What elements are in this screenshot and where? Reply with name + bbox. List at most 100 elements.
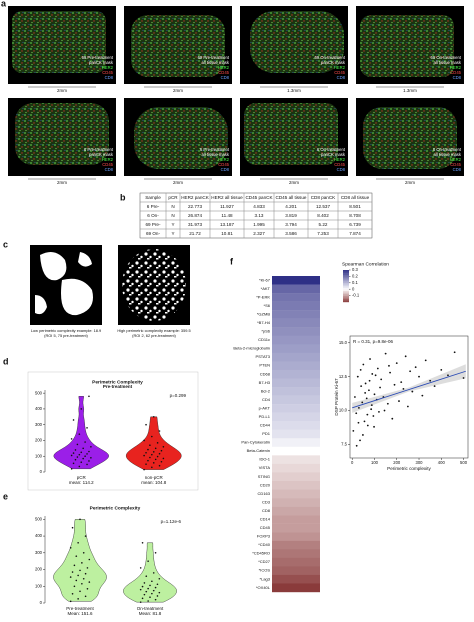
scale-label: 2mm [173,88,183,93]
table-header: CD45 all tissue [276,195,307,200]
scatter-point [373,425,375,428]
table-cell-text: 3.13 [255,213,264,218]
colorbar-step [343,278,349,280]
micrograph-tissue [134,107,228,169]
scatter-point [462,377,465,379]
y-tick-label: 200 [35,567,43,572]
data-point [79,518,81,521]
table-cell [337,228,373,239]
heatmap-cell [272,404,320,413]
channel-label: HER2 [450,65,462,70]
group-name: On-treatment [137,606,164,611]
data-point [143,593,146,596]
panel-label: d [3,356,9,366]
chart-title: Perimetric Complexity [90,505,141,511]
data-point [72,462,75,465]
data-point [147,587,149,590]
data-point [88,581,91,583]
heatmap-cell [272,310,320,319]
data-point [84,595,87,598]
heatmap-cell [272,344,320,354]
table-cell-text: 3.586 [285,231,297,236]
colorbar-label: -0.1 [352,293,360,298]
table-cell-text: N [171,204,174,209]
scatter-point [378,411,380,413]
table-header: CD45 panCK [245,195,273,200]
scatter-point [418,375,420,378]
colorbar-step [343,287,349,290]
channel-label: HER2 [102,65,114,70]
scatter-point [406,405,409,408]
data-point [158,591,161,594]
heatmap-cell [272,540,320,550]
image-title: 69 Pre-treatment [82,55,114,60]
heatmap-row-label: PTEN [259,363,270,368]
table-cell-text: 6.739 [349,222,361,227]
heatmap-row-label: IDO-1 [259,457,270,462]
data-point [79,569,81,572]
data-point [88,450,90,453]
p-value: p=0.299 [170,393,187,398]
y-tick-label: 100 [35,583,43,588]
scatter-point [364,382,367,385]
scatter-point [376,367,379,370]
data-point [81,562,83,564]
scatter-point [363,420,366,423]
data-point [77,574,79,577]
data-point [152,451,155,453]
data-point [86,453,88,455]
heatmap-cell [272,293,320,302]
heatmap-cell [272,421,320,430]
heatmap-row-label: p-AKT [259,405,271,410]
data-point [147,600,149,602]
heatmap-row-label: Beta-2-microglobulin [233,346,270,351]
heatmap-row-label: CD4 [262,397,271,402]
micrograph-tissue [250,11,344,73]
data-point [80,461,83,464]
group-mean: mean: 114.2 [69,480,94,485]
heatmap-row-label: Beta-Catenin [247,448,270,453]
table-cell-text: 4.201 [285,204,297,209]
table-cell-text: Y [171,231,174,236]
scatter-point [368,389,370,392]
data-point [152,462,155,464]
data-point [86,567,89,569]
group-name: Pre-treatment [66,606,94,611]
image-mask: all tissue mask [434,152,462,157]
data-point [139,567,142,569]
data-point [141,585,144,588]
channel-label: CD8 [453,75,462,80]
scatter-point [357,421,360,424]
correlation-annotation: R = 0.31, p=9.8e-06 [353,339,394,344]
data-point [158,577,161,580]
scatter-point [365,397,368,400]
data-point [70,438,73,440]
heatmap-cell [272,446,320,456]
heatmap-cell [272,532,320,541]
data-point [154,586,157,589]
y-tick-label: 400 [35,533,43,538]
scatter-point [373,393,376,396]
data-point [156,442,159,444]
channel-label: CD8 [221,167,230,172]
data-point [156,455,159,458]
channel-label: HER2 [334,65,346,70]
data-point [160,460,163,463]
data-point [145,423,147,426]
y-tick-label: 10.0 [339,408,348,413]
heatmap-cell [272,369,320,379]
heatmap-row-label: *CD27 [258,559,271,564]
colorbar-label: 0 [352,286,355,291]
scatter-point [369,358,371,360]
data-point [147,560,149,562]
image-title: 69 On-treatment [431,55,462,60]
colorbar-step [343,274,349,277]
y-tick-label: 200 [35,438,43,443]
colorbar-step [343,290,349,293]
scatter-point [414,366,417,369]
heatmap-cell [272,301,320,311]
colorbar-step [343,297,349,299]
data-point [152,589,155,592]
data-point [154,598,157,601]
x-axis-label: Perimetric complexity [387,466,431,471]
